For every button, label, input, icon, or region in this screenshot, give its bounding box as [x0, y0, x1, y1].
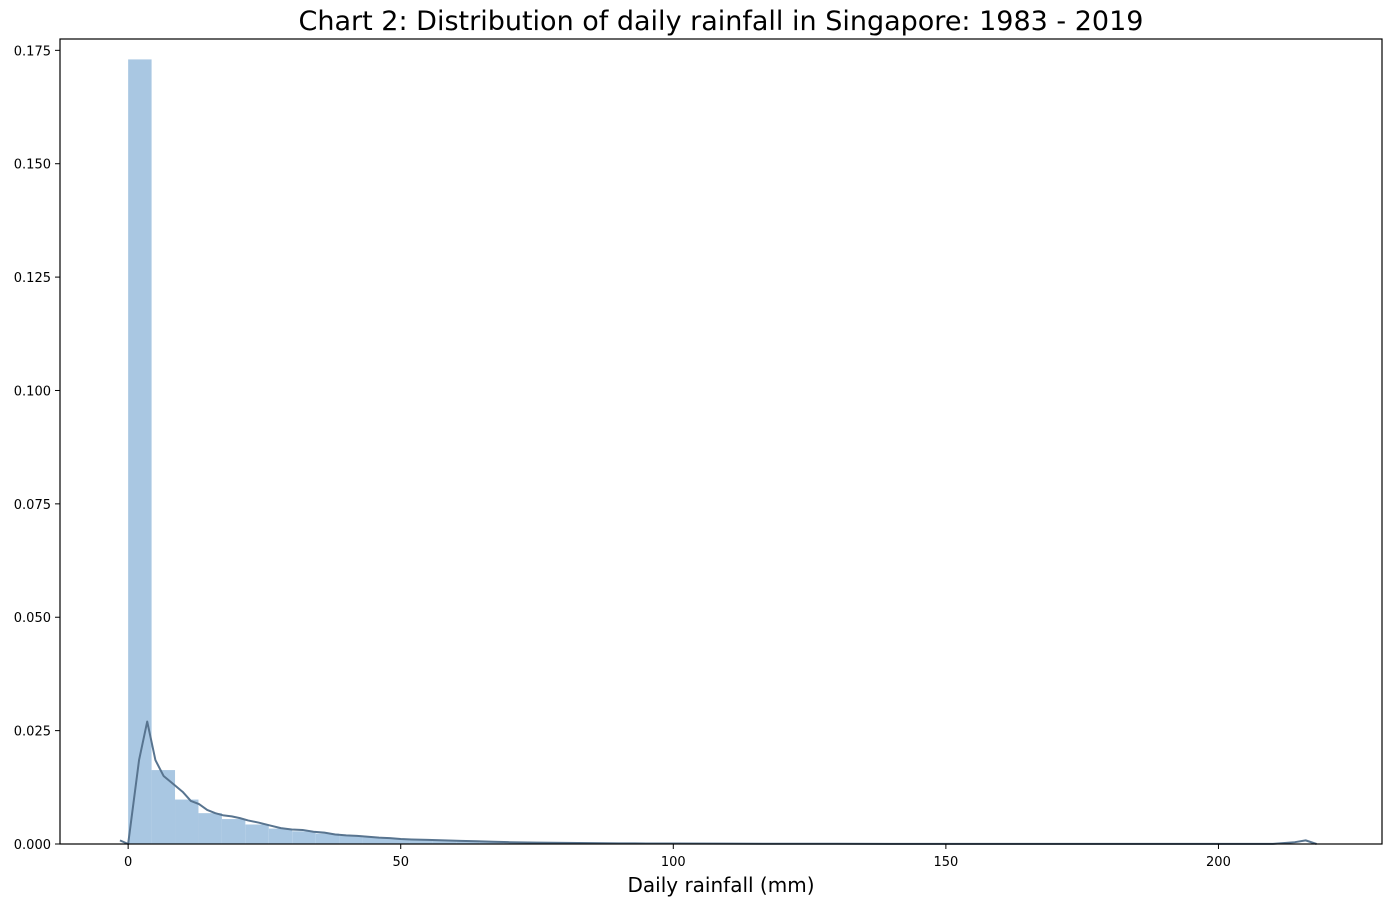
x-tick-label: 150 — [933, 855, 958, 870]
y-tick-label: 0.150 — [14, 158, 51, 173]
x-tick-label: 50 — [392, 855, 409, 870]
kde-curve-group — [119, 720, 1317, 845]
y-tick-label: 0.050 — [14, 611, 51, 626]
plot-frame — [59, 38, 1383, 845]
histogram-bar — [151, 770, 176, 844]
histogram-bar — [315, 833, 340, 844]
histogram-bar — [128, 59, 152, 845]
histogram-bar — [479, 841, 504, 844]
histogram-bar — [198, 813, 222, 844]
y-tick-label: 0.125 — [14, 271, 51, 286]
histogram-bar — [386, 838, 410, 844]
x-tick-label: 200 — [1206, 855, 1231, 870]
histogram-bars — [128, 59, 1324, 845]
y-tick-label: 0.000 — [14, 838, 51, 853]
histogram-bar — [268, 828, 293, 844]
histogram-bar — [456, 841, 480, 844]
histogram-bar — [409, 839, 433, 844]
histogram-bar — [362, 837, 387, 844]
histogram-bar — [292, 831, 316, 844]
x-axis-label: Daily rainfall (mm) — [627, 873, 814, 897]
x-tick-label: 100 — [661, 855, 686, 870]
kde-line — [119, 720, 1317, 845]
histogram-bar — [339, 835, 363, 844]
x-tick-label: 0 — [124, 855, 132, 870]
histogram-bar — [221, 819, 246, 844]
y-tick-label: 0.075 — [14, 498, 51, 513]
plot-area — [59, 38, 1383, 845]
x-axis-ticks: 0 50 100 150 200 — [124, 844, 1231, 870]
histogram-bar — [175, 799, 199, 844]
y-tick-label: 0.100 — [14, 384, 51, 399]
y-axis-ticks: 0.000 0.025 0.050 0.075 0.100 0.125 0.150 0.175 — [14, 44, 60, 853]
chart-title: Chart 2: Distribution of daily rainfall … — [299, 6, 1144, 37]
y-tick-label: 0.175 — [14, 44, 51, 59]
y-tick-label: 0.025 — [14, 725, 51, 740]
histogram-bar — [245, 824, 269, 844]
histogram-bar — [432, 840, 457, 844]
